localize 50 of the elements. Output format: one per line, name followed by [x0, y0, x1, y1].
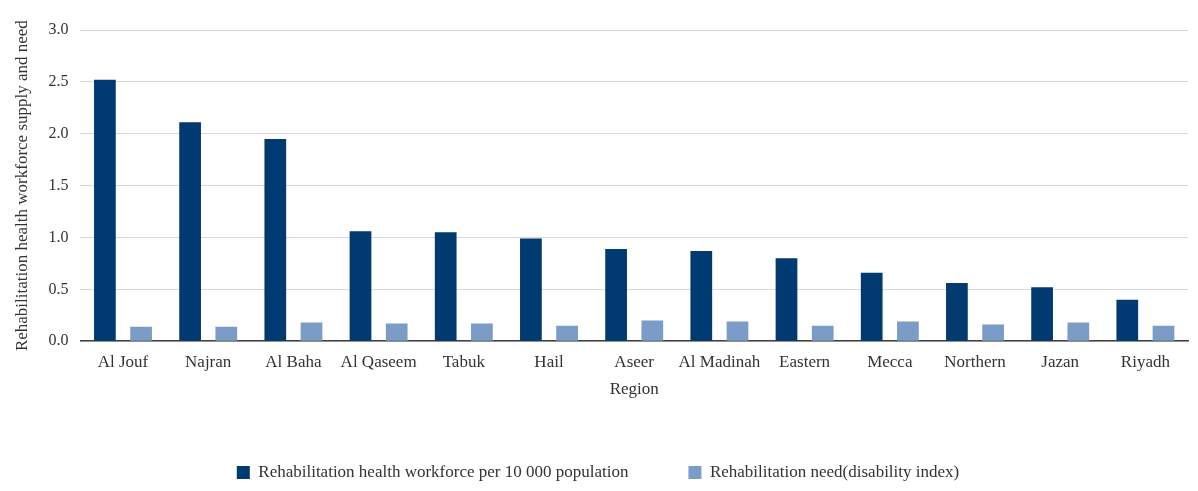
- x-axis-title: Region: [609, 379, 660, 399]
- bar: [1031, 287, 1053, 341]
- y-tick-label: 1.0: [48, 227, 69, 245]
- bar: [897, 321, 919, 341]
- bar: [982, 324, 1004, 341]
- bar: [726, 321, 749, 341]
- bar: [1067, 322, 1090, 341]
- bar: [471, 323, 493, 341]
- x-tick-label: Al Jouf: [97, 351, 149, 371]
- y-tick-label: 0.5: [48, 279, 69, 297]
- x-tick-label: Al Qaseem: [340, 351, 417, 371]
- bar: [264, 138, 287, 341]
- bar: [179, 122, 201, 341]
- bar: [130, 326, 152, 341]
- bar: [860, 272, 883, 341]
- bar: [690, 250, 713, 341]
- bar: [385, 323, 408, 341]
- y-tick-label: 2.0: [48, 123, 69, 141]
- x-tick-label: Tabuk: [442, 351, 486, 371]
- bar: [300, 322, 323, 341]
- x-tick-label: Riyadh: [1120, 351, 1171, 371]
- legend-label: Rehabilitation need(disability index): [709, 461, 960, 481]
- bar: [520, 238, 542, 341]
- x-tick-label: Al Madinah: [678, 351, 761, 371]
- x-tick-label: Mecca: [867, 351, 913, 371]
- bar: [1116, 299, 1139, 341]
- y-axis-title: Rehabilitation health workforce supply and need: [11, 19, 31, 352]
- y-tick-label: 0.0: [48, 331, 69, 349]
- x-tick-label: Eastern: [779, 351, 831, 371]
- bar: [349, 231, 372, 341]
- bar: [434, 232, 457, 341]
- x-tick-label: Jazan: [1041, 351, 1080, 371]
- x-tick-label: Hail: [534, 351, 564, 371]
- bar: [556, 325, 578, 341]
- bar: [215, 326, 238, 341]
- bar: [605, 248, 627, 341]
- y-tick-label: 3.0: [48, 20, 69, 38]
- bar: [775, 258, 798, 341]
- bar: [946, 283, 968, 341]
- bar: [811, 325, 834, 341]
- bar: [641, 320, 664, 341]
- bar: [94, 79, 116, 341]
- x-tick-label: Al Baha: [265, 351, 322, 371]
- y-tick-label: 1.5: [48, 175, 69, 193]
- x-tick-label: Najran: [185, 351, 232, 371]
- bar: [1152, 325, 1175, 341]
- y-tick-label: 2.5: [48, 72, 69, 90]
- legend-label: Rehabilitation health workforce per 10 000 population: [258, 461, 629, 481]
- x-tick-label: Northern: [944, 351, 1007, 371]
- x-tick-label: Aseer: [614, 351, 655, 371]
